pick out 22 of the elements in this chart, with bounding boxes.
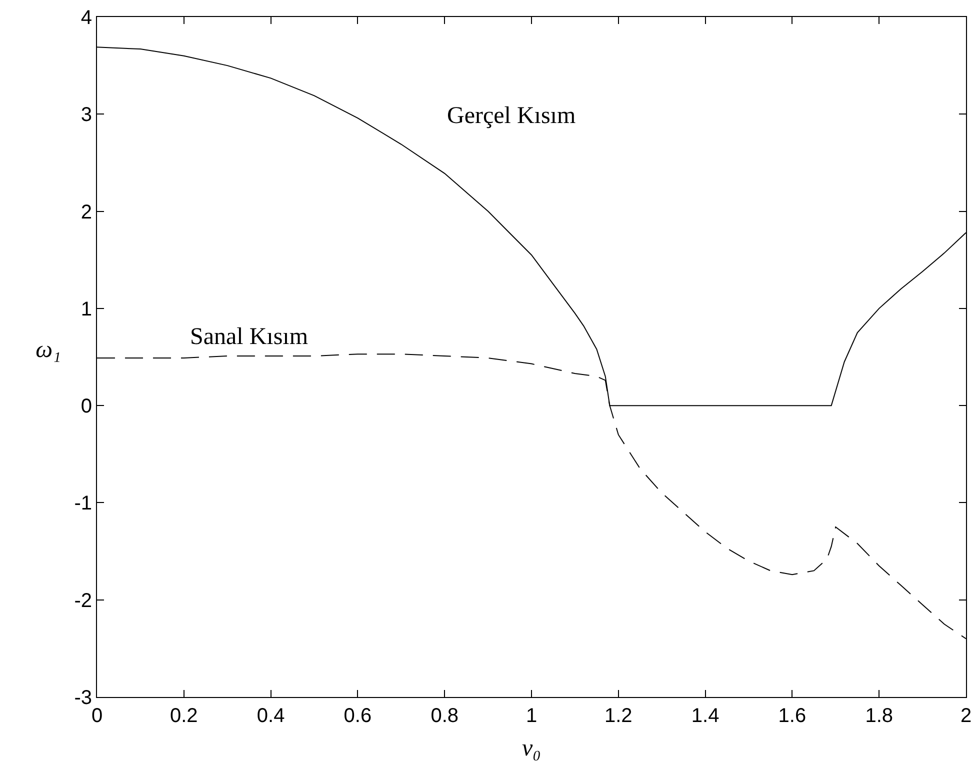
y-tick-label: -1 [74, 492, 92, 515]
x-tick-label: 1 [526, 705, 538, 727]
series-label: Gerçel Kısım [447, 103, 576, 129]
y-tick-label: -3 [74, 687, 92, 709]
x-tick-label: 2 [960, 705, 972, 727]
x-tick-label: 0.6 [344, 705, 372, 727]
y-tick-label: 2 [80, 201, 92, 224]
y-tick-label: 1 [80, 298, 92, 320]
y-tick-label: 4 [80, 7, 92, 29]
y-axis-title: ω₁ [36, 337, 61, 363]
y-tick-label: 3 [80, 104, 92, 126]
x-tick-label: 0.4 [256, 705, 285, 727]
y-tick-label: 0 [80, 396, 92, 418]
x-tick-label: 1.4 [691, 705, 720, 727]
x-tick-label: 0.8 [430, 705, 459, 727]
series-label: Sanal Kısım [190, 324, 308, 350]
y-tick-label: -2 [74, 590, 92, 612]
x-tick-label: 1.8 [865, 705, 894, 727]
x-tick-label: 1.6 [778, 705, 806, 727]
x-tick-label: 1.2 [604, 705, 632, 727]
x-tick-label: 0.2 [170, 705, 198, 727]
x-axis-title: v₀ [522, 735, 541, 762]
